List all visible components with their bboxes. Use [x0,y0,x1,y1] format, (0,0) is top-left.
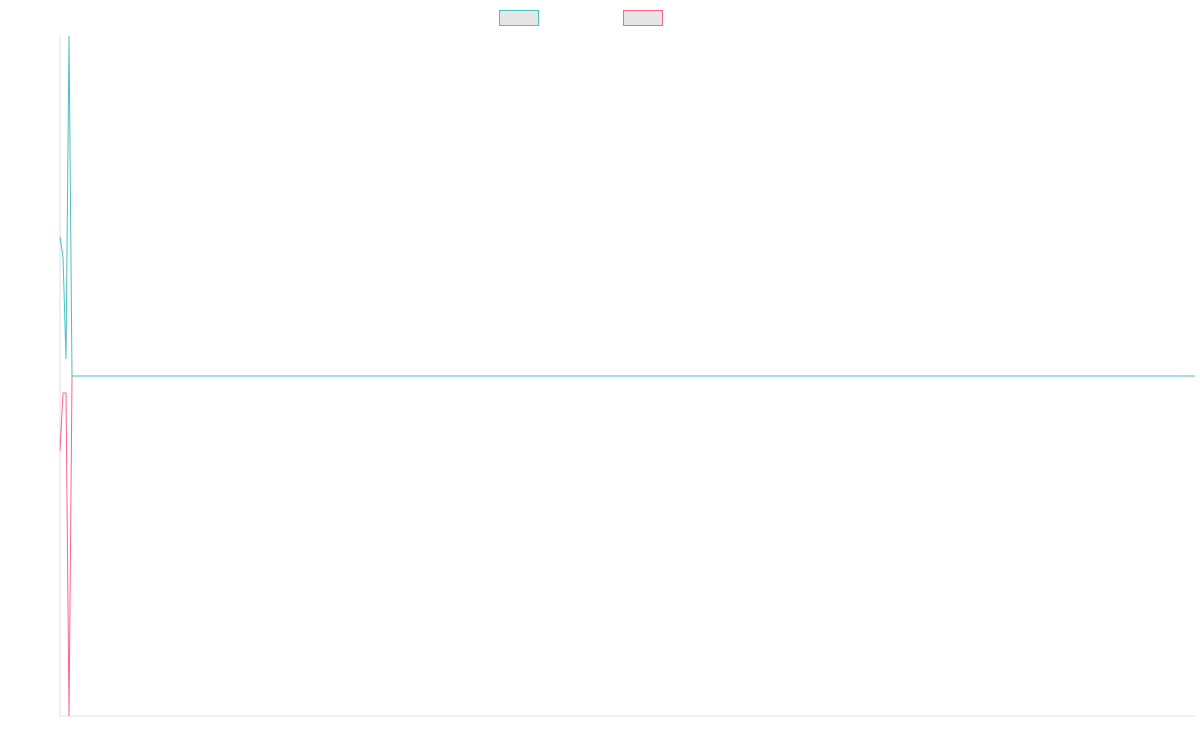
line-series [59,375,1195,717]
line-series [59,35,1195,377]
legend-swatch [499,10,539,26]
legend-swatch [623,10,663,26]
